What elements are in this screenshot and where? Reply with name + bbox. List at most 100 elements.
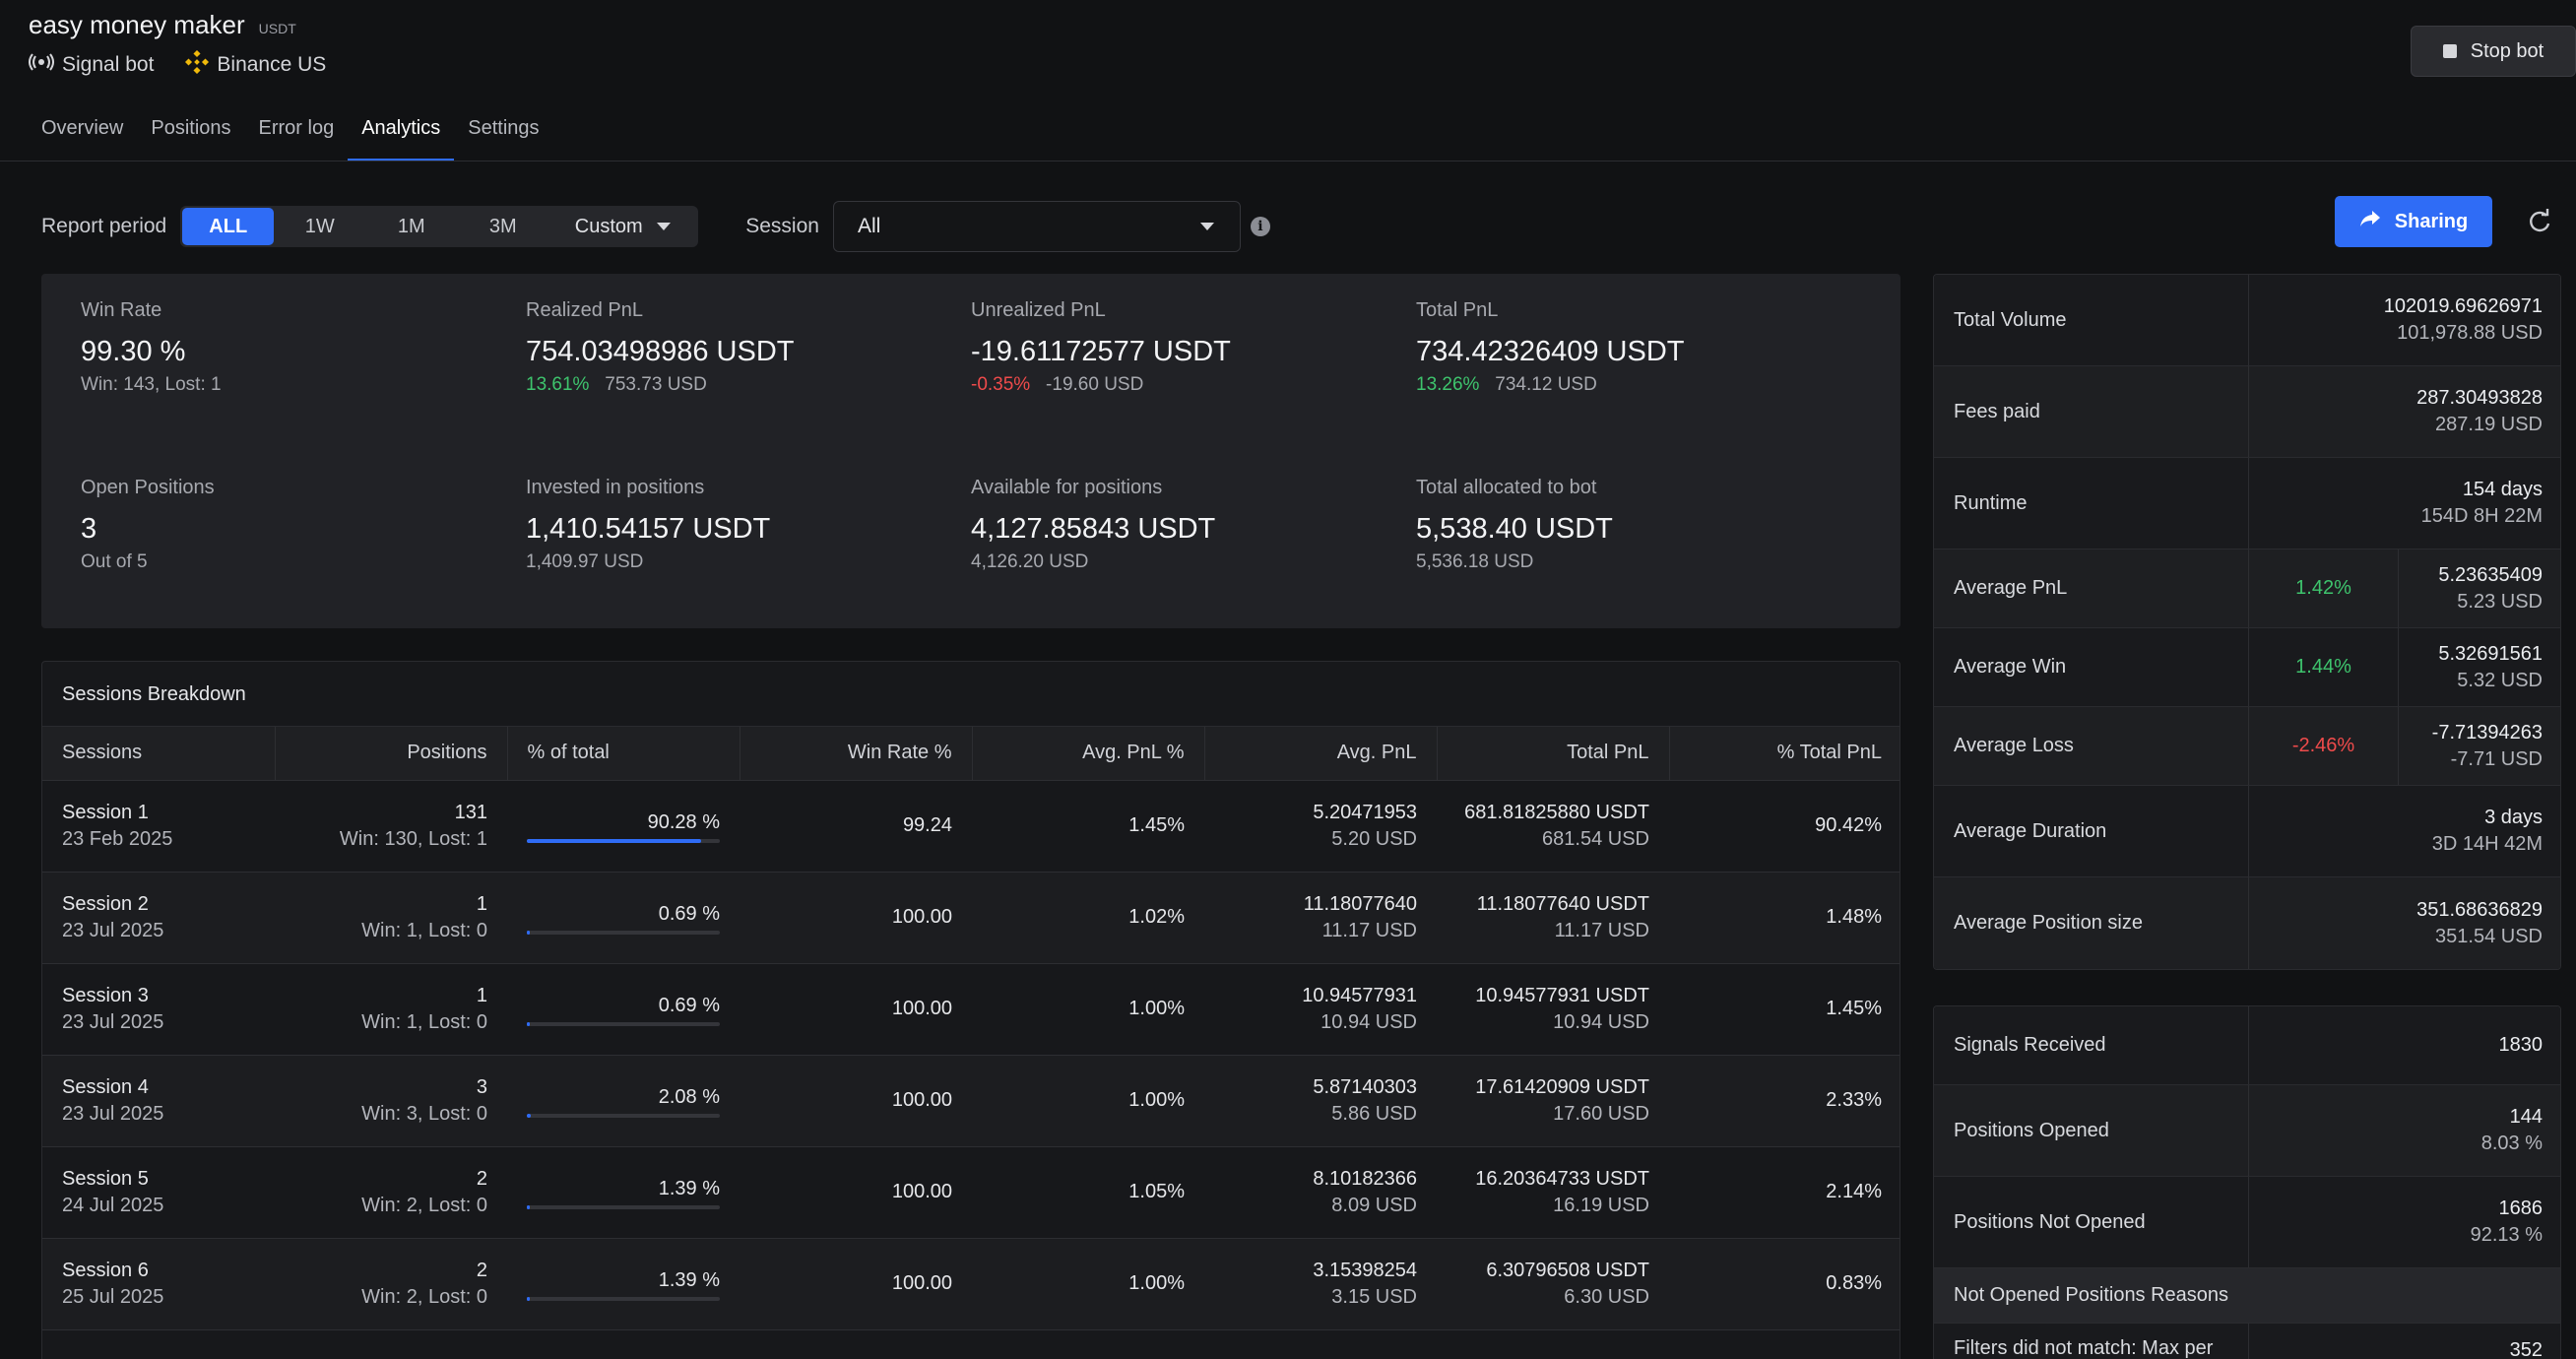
row-label: Average Loss — [1934, 707, 2249, 785]
signal-icon — [29, 53, 54, 77]
summary-average-win: Average Win 1.44% 5.32691561 5.32 USD — [1934, 628, 2560, 707]
avg-pnl-usd: 5.86 USD — [1331, 1102, 1417, 1125]
col-avg-pnl[interactable]: Avg. PnL — [1204, 727, 1438, 781]
table-row[interactable]: Session 2 23 Jul 2025 1 Win: 1, Lost: 0 0.69… — [42, 872, 1900, 964]
tab-settings[interactable]: Settings — [468, 117, 540, 139]
total-pnl-cell: 11.18077640 USDT 11.17 USD — [1437, 872, 1669, 964]
col-total-pnl[interactable]: Total PnL — [1437, 727, 1670, 781]
stat-value: -19.61172577 USDT — [971, 336, 1231, 367]
period-1w-button[interactable]: 1W — [304, 215, 335, 237]
avg-pnl-usd: 3.15 USD — [1331, 1285, 1417, 1308]
positions-count: 1 — [476, 892, 487, 915]
stop-bot-button[interactable]: Stop bot — [2411, 26, 2576, 77]
value-main: 5.23635409 — [2438, 563, 2543, 586]
value-main: 352 — [2509, 1339, 2543, 1359]
row-pct: -2.46% — [2249, 707, 2399, 785]
stat-sub: 4,126.20 USD — [971, 551, 1089, 572]
tab-bar: Overview Positions Error log Analytics S… — [28, 116, 553, 162]
win-loss: Win: 3, Lost: 0 — [361, 1102, 487, 1125]
period-all-button[interactable]: ALL — [182, 208, 275, 245]
session-cell: Session 2 23 Jul 2025 — [42, 872, 275, 964]
total-pnl-usd: 681.54 USD — [1542, 827, 1649, 850]
report-period-label: Report period — [41, 215, 167, 237]
tab-positions[interactable]: Positions — [151, 117, 231, 139]
total-pnl-value: 10.94577931 USDT — [1475, 984, 1649, 1006]
period-1m-button[interactable]: 1M — [397, 215, 425, 237]
chevron-down-icon — [656, 223, 671, 230]
stat-sub: 1,409.97 USD — [526, 551, 644, 572]
pct-total-cell: 2.08 % — [507, 1055, 740, 1147]
total-pnl-usd: 6.30 USD — [1564, 1285, 1649, 1308]
pct-total-value: 0.69 % — [658, 994, 720, 1016]
session-value: All — [857, 215, 881, 237]
session-date: 23 Jul 2025 — [62, 1010, 164, 1033]
avg-pnl-cell: 5.20471953 5.20 USD — [1204, 780, 1437, 873]
session-name: Session 1 — [62, 801, 149, 823]
win-rate-cell: 100.00 — [740, 1146, 972, 1239]
session-name: Session 2 — [62, 892, 149, 915]
value-main: 144 — [2509, 1106, 2543, 1128]
table-row[interactable]: Session 3 23 Jul 2025 1 Win: 1, Lost: 0 0.69… — [42, 963, 1900, 1056]
row-label: Average Win — [1934, 628, 2249, 706]
avg-pnl-pct-cell: 1.00% — [972, 1055, 1204, 1147]
session-date: 23 Jul 2025 — [62, 919, 164, 941]
win-loss: Win: 130, Lost: 1 — [339, 827, 487, 850]
pct-total-cell: 0.69 % — [507, 872, 740, 964]
sharing-button[interactable]: Sharing — [2335, 196, 2492, 247]
stats-panel: Win Rate 99.30 % Win: 143, Lost: 1 Reali… — [41, 274, 1900, 628]
pct-total-cell: 90.28 % — [507, 780, 740, 873]
stat-pct: -0.35% — [971, 374, 1031, 395]
period-custom-dropdown[interactable]: Custom — [548, 208, 696, 245]
pct-total-pnl-cell: 2.33% — [1669, 1055, 1900, 1147]
stat-usd: 734.12 USD — [1495, 374, 1597, 395]
avg-pnl-cell: 5.87140303 5.86 USD — [1204, 1055, 1437, 1147]
session-name: Session 4 — [62, 1075, 149, 1098]
sessions-title: Sessions Breakdown — [42, 662, 1900, 727]
col-pct-total[interactable]: % of total — [507, 727, 741, 781]
avg-pnl-value: 5.87140303 — [1313, 1075, 1417, 1098]
tab-analytics[interactable]: Analytics — [348, 116, 455, 162]
row-pct: 1.42% — [2249, 550, 2399, 627]
row-label: Average Duration — [1934, 786, 2249, 876]
row-label: Fees paid — [1934, 366, 2249, 457]
summary-fees-paid: Fees paid 287.30493828 287.19 USD — [1934, 366, 2560, 458]
pct-total-pnl-cell: 2.14% — [1669, 1146, 1900, 1239]
stat-title: Total PnL — [1416, 299, 1499, 321]
refresh-icon[interactable] — [2525, 207, 2554, 236]
col-avg-pnl-pct[interactable]: Avg. PnL % — [972, 727, 1205, 781]
row-value: 154 days 154D 8H 22M — [2249, 458, 2560, 549]
pct-total-bar-fill — [527, 1296, 530, 1301]
bot-type: Signal bot — [62, 53, 155, 76]
pct-total-value: 1.39 % — [658, 1268, 720, 1291]
table-row[interactable]: Session 4 23 Jul 2025 3 Win: 3, Lost: 0 2.08… — [42, 1055, 1900, 1147]
total-pnl-value: 17.61420909 USDT — [1475, 1075, 1649, 1098]
summary-average-duration: Average Duration 3 days 3D 14H 42M — [1934, 786, 2560, 877]
col-positions[interactable]: Positions — [275, 727, 508, 781]
tab-error-log[interactable]: Error log — [258, 117, 335, 139]
table-row[interactable]: Session 6 25 Jul 2025 2 Win: 2, Lost: 0 1.39… — [42, 1238, 1900, 1330]
value-sub: 3D 14H 42M — [2431, 833, 2543, 855]
reason-row: Filters did not match: Max per 352 — [1934, 1324, 2560, 1359]
table-row[interactable]: Session 1 23 Feb 2025 131 Win: 130, Lost: 1… — [42, 780, 1900, 873]
col-sessions[interactable]: Sessions — [42, 727, 276, 781]
stat-title: Total allocated to bot — [1416, 477, 1597, 498]
row-label: Average PnL — [1934, 550, 2249, 627]
col-pct-total-pnl[interactable]: % Total PnL — [1669, 727, 1900, 781]
row-value: -7.71394263 -7.71 USD — [2399, 707, 2560, 785]
stat-sub: 13.26% 734.12 USD — [1416, 374, 1684, 396]
session-name: Session 5 — [62, 1167, 149, 1190]
stat-invested: Invested in positions 1,410.54157 USDT 1… — [526, 477, 770, 573]
session-select[interactable]: All — [832, 201, 1241, 252]
value-sub: 8.03 % — [2480, 1132, 2543, 1154]
table-row[interactable]: Session 5 24 Jul 2025 2 Win: 2, Lost: 0 1.39… — [42, 1146, 1900, 1239]
tab-overview[interactable]: Overview — [41, 117, 124, 139]
value-main: 3 days — [2484, 807, 2543, 828]
value-main: 351.68636829 — [2416, 898, 2543, 921]
stat-value: 4,127.85843 USDT — [971, 513, 1216, 545]
row-value: 5.23635409 5.23 USD — [2399, 550, 2560, 627]
pct-total-bar — [527, 1296, 720, 1301]
period-3m-button[interactable]: 3M — [488, 215, 517, 237]
info-icon[interactable]: i — [1250, 217, 1270, 236]
col-win-rate[interactable]: Win Rate % — [740, 727, 973, 781]
avg-pnl-pct-cell: 1.00% — [972, 963, 1204, 1056]
